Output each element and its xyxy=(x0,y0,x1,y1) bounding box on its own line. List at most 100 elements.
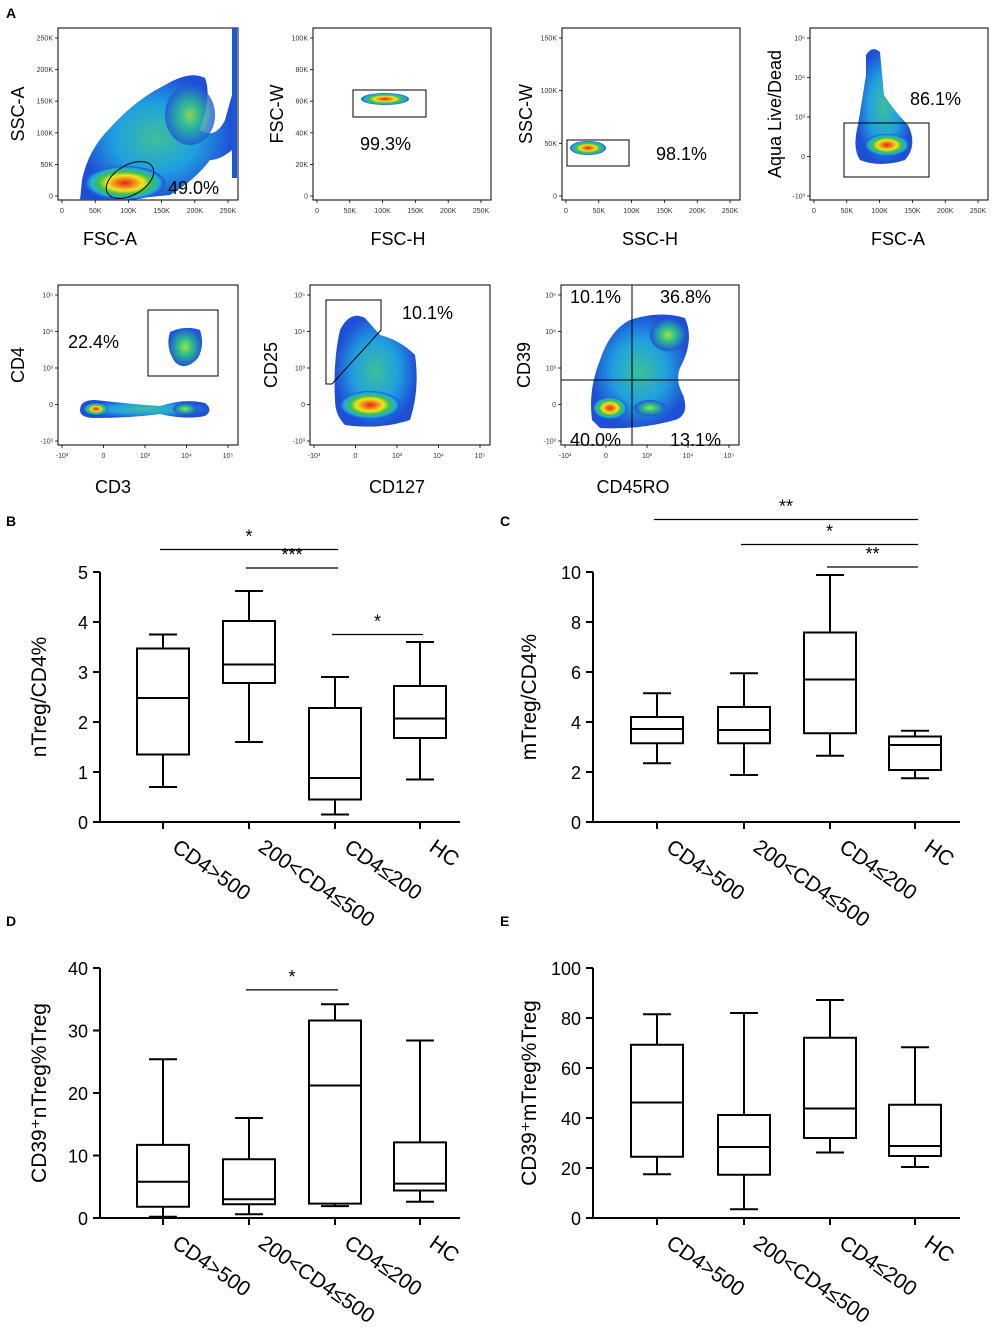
flow-plot-7-ylabel: CD39 xyxy=(514,342,534,388)
box-iqr xyxy=(717,706,771,745)
flow-ytick-label: 0 xyxy=(49,194,53,201)
flow-ytick-label: 50K xyxy=(41,162,54,169)
flow-plot-3-density xyxy=(570,141,606,155)
flow-plot-7-yticks: -10³ 0 10³ 10⁴ 10⁵ xyxy=(544,293,561,446)
flow-plot-3-gate-pct: 98.1% xyxy=(656,144,707,164)
y-tick-label: 20 xyxy=(68,1084,88,1104)
y-tick-label: 2 xyxy=(78,713,88,733)
flow-ytick-label: 10³ xyxy=(795,115,806,122)
flow-plot-3-yticks: 0 50K 100K 150K xyxy=(541,36,562,201)
flow-xtick-label: 50K xyxy=(841,208,854,215)
flow-ytick-label: 80K xyxy=(296,67,309,74)
flow-plot-1-xlabel: FSC-A xyxy=(83,229,137,249)
flow-plot-6-xticks: -10³ 0 10³ 10⁴ 10⁵ xyxy=(308,445,485,460)
y-tick-label: 40 xyxy=(68,959,88,979)
flow-plot-6-ylabel: CD25 xyxy=(261,342,281,388)
flow-plot-4-yticks: -10³ 0 10³ 10⁴ 10⁵ xyxy=(793,36,810,201)
flow-xtick-label: 100K xyxy=(623,208,640,215)
flow-plot-6-xlabel: CD127 xyxy=(369,477,425,497)
flow-xtick-label: 100K xyxy=(374,208,391,215)
y-tick-label: 10 xyxy=(68,1147,88,1167)
flow-ytick-label: 10³ xyxy=(546,366,557,373)
flow-plot-5-gate-pct: 22.4% xyxy=(68,332,119,352)
flow-ytick-label: 10⁵ xyxy=(794,36,805,43)
flow-plot-3-ylabel: SSC-W xyxy=(516,84,536,144)
x-tick-label: CD4>500 xyxy=(168,835,254,905)
flow-plot-5-density-cd4 xyxy=(168,327,203,367)
y-tick-label: 6 xyxy=(571,663,581,683)
y-tick-label: 5 xyxy=(78,563,88,583)
flow-xtick-label: 10⁴ xyxy=(181,453,192,460)
flow-xtick-label: 150K xyxy=(407,208,424,215)
y-tick-label: 4 xyxy=(571,713,581,733)
box-0 xyxy=(136,633,190,788)
flow-xtick-label: 250K xyxy=(220,208,237,215)
flow-xtick-label: 10⁵ xyxy=(724,453,735,460)
flow-ytick-label: 250K xyxy=(37,36,54,43)
box-1 xyxy=(717,1012,771,1211)
y-tick-label: 30 xyxy=(68,1022,88,1042)
box-3 xyxy=(888,729,942,780)
flow-plot-6-gate-pct: 10.1% xyxy=(402,303,453,323)
flow-xtick-label: 0 xyxy=(812,208,816,215)
y-tick-label: 0 xyxy=(571,813,581,833)
flow-plot-7-xticks: -10³ 0 10³ 10⁴ 10⁵ xyxy=(559,445,735,460)
flow-xtick-label: 10³ xyxy=(392,453,403,460)
x-tick-label: HC xyxy=(425,835,463,871)
flow-ytick-label: 10³ xyxy=(295,366,306,373)
flow-plot-3: 98.1% SSC-H SSC-W 0 50K 100K 150K 200K 250K 0… xyxy=(516,27,741,249)
y-axis-label: CD39⁺mTreg%Treg xyxy=(518,1000,541,1186)
y-tick-label: 0 xyxy=(78,813,88,833)
y-tick-label: 3 xyxy=(78,663,88,683)
flow-xtick-label: 0 xyxy=(604,453,608,460)
y-tick-label: 10 xyxy=(561,563,581,583)
flow-plot-7-density-ur xyxy=(650,319,686,351)
flow-plot-3-xlabel: SSC-H xyxy=(622,229,678,249)
flow-ytick-label: 100K xyxy=(37,130,54,137)
flow-plot-2-density xyxy=(361,93,409,105)
box-iqr xyxy=(717,1114,771,1176)
flow-plot-4-ylabel: Aqua Live/Dead xyxy=(765,50,785,178)
flow-plot-7-density-ll xyxy=(593,397,627,419)
significance-label: * xyxy=(245,527,252,547)
flow-plot-5-density-cd3pos xyxy=(173,403,197,415)
box-3 xyxy=(393,1039,447,1203)
y-tick-label: 0 xyxy=(571,1209,581,1229)
flow-ytick-label: 60K xyxy=(296,99,309,106)
flow-plot-4-frame xyxy=(809,27,989,201)
panel-label-e: E xyxy=(500,913,509,929)
box-iqr xyxy=(222,620,276,684)
flow-xtick-label: 150K xyxy=(656,208,673,215)
flow-plot-4-density-outer xyxy=(855,49,913,164)
y-tick-label: 8 xyxy=(571,613,581,633)
y-tick-label: 20 xyxy=(561,1159,581,1179)
box-iqr xyxy=(888,735,942,771)
flow-ytick-label: 0 xyxy=(553,194,557,201)
box-0 xyxy=(136,1058,190,1218)
flow-plot-6-yticks: -10³ 0 10³ 10⁴ 10⁵ xyxy=(293,293,310,446)
x-tick-label: CD4>500 xyxy=(662,1231,748,1301)
y-tick-label: 80 xyxy=(561,1009,581,1029)
box-3 xyxy=(393,641,447,781)
significance-label: ** xyxy=(865,544,879,564)
flow-plot-2: 99.3% FSC-H FSC-W 0 50K 100K 150K 200K 250K 0… xyxy=(267,27,492,249)
box-iqr xyxy=(803,631,857,735)
y-tick-label: 100 xyxy=(551,959,581,979)
box-3 xyxy=(888,1046,942,1168)
flow-xtick-label: -10³ xyxy=(559,453,572,460)
flow-plot-7-density-lr xyxy=(634,400,666,416)
flow-plot-6: 10.1% CD127 CD25 -10³ 0 10³ 10⁴ 10⁵ -10³ 0 10³… xyxy=(261,284,491,497)
flow-ytick-label: -10³ xyxy=(793,194,806,201)
flow-plot-7-pct-lr: 13.1% xyxy=(670,430,721,450)
flow-xtick-label: 150K xyxy=(904,208,921,215)
flow-ytick-label: 0 xyxy=(552,402,556,409)
flow-ytick-label: 200K xyxy=(37,67,54,74)
flow-xtick-label: 200K xyxy=(689,208,706,215)
flow-plot-2-yticks: 0 20K 40K 60K 80K 100K xyxy=(292,36,313,201)
flow-xtick-label: 50K xyxy=(89,208,102,215)
flow-plot-1-yticks: 0 50K 100K 150K 200K 250K xyxy=(37,36,58,201)
box-iqr xyxy=(803,1036,857,1139)
flow-plot-1-ylabel: SSC-A xyxy=(8,86,28,141)
